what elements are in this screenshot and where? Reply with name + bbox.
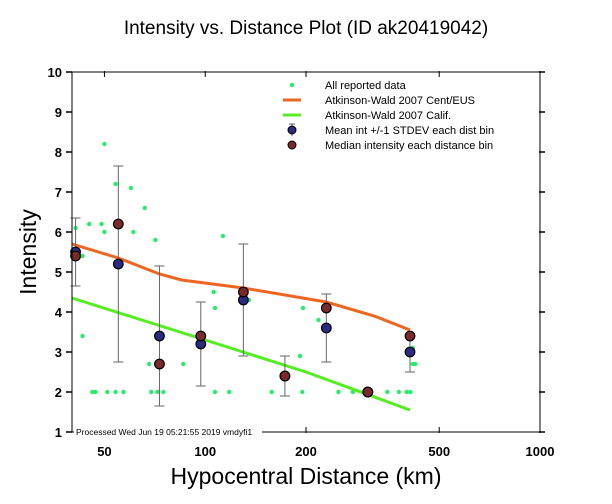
- y-tick-label: 10: [48, 65, 62, 80]
- y-axis-title: Intensity: [15, 209, 41, 295]
- reported-data-point: [128, 185, 134, 191]
- reported-data-point: [102, 229, 107, 235]
- median-marker: [362, 386, 374, 398]
- reported-data-point: [212, 389, 218, 395]
- reported-data-point: [413, 361, 418, 367]
- legend: All reported data Atkinson-Wald 2007 Cent…: [283, 80, 494, 152]
- legend-swatch-mean: [287, 125, 297, 135]
- annotation-bg: [74, 426, 262, 437]
- reported-data-point: [86, 221, 92, 227]
- mean-marker: [154, 330, 165, 342]
- reported-data-point: [105, 389, 110, 395]
- y-tick-label: 2: [55, 385, 62, 400]
- x-tick-label: 500: [428, 444, 450, 459]
- legend-swatch-reported: [289, 82, 295, 88]
- reported-data-point: [385, 389, 390, 395]
- reported-data-point: [227, 389, 232, 395]
- y-tick-label: 6: [55, 225, 62, 240]
- x-tick-label: 50: [97, 444, 111, 459]
- reported-data-point: [149, 389, 154, 395]
- legend-label: Mean int +/-1 STDEV each dist bin: [325, 125, 494, 137]
- reported-data-point: [161, 389, 166, 395]
- reported-data-point: [93, 389, 98, 395]
- median-marker: [279, 370, 291, 382]
- reported-data-point: [90, 389, 95, 395]
- x-tick-label: 100: [194, 444, 216, 459]
- y-tick-label: 7: [55, 185, 62, 200]
- reported-data-point: [155, 389, 160, 395]
- y-tick-label: 8: [55, 145, 62, 160]
- x-axis-title: Hypocentral Distance (km): [171, 463, 442, 489]
- reported-data-point: [121, 389, 126, 395]
- y-tick-label: 5: [55, 265, 62, 280]
- reported-data-point: [316, 317, 321, 323]
- legend-label: Atkinson-Wald 2007 Calif.: [325, 110, 451, 122]
- median-marker: [112, 218, 124, 230]
- y-tick-label: 3: [55, 345, 62, 360]
- reported-data-point: [408, 389, 413, 395]
- reported-data-point: [99, 221, 104, 227]
- median-marker: [70, 250, 81, 262]
- median-marker: [237, 286, 249, 298]
- chart-title: Intensity vs. Distance Plot (ID ak204190…: [123, 18, 489, 39]
- reported-data-point: [211, 289, 216, 295]
- reported-data-point: [300, 305, 306, 311]
- mean-marker: [404, 346, 416, 358]
- reported-data-point: [113, 389, 118, 395]
- x-tick-label: 1000: [526, 444, 555, 459]
- y-tick-label: 9: [55, 105, 62, 120]
- reported-data-point: [142, 205, 148, 211]
- x-tick-label: 200: [295, 444, 317, 459]
- legend-swatch-median: [287, 140, 297, 150]
- reported-data-point: [269, 389, 274, 395]
- reported-data-point: [336, 389, 341, 395]
- cent-eus-line: [71, 242, 411, 332]
- median-marker: [154, 358, 165, 370]
- reported-data-point: [404, 389, 409, 395]
- reported-data-point: [102, 141, 107, 147]
- calif-line: [71, 296, 411, 412]
- median-marker: [320, 302, 332, 314]
- reported-data-point: [300, 389, 305, 395]
- reported-data-point: [80, 253, 85, 259]
- legend-label: All reported data: [325, 80, 407, 92]
- y-tick-label: 1: [55, 425, 62, 440]
- median-marker: [404, 330, 416, 342]
- reported-data-point: [297, 353, 303, 359]
- reported-data-point: [181, 361, 186, 367]
- reported-data-point: [146, 361, 152, 367]
- reported-data-point: [153, 237, 158, 243]
- legend-label: Median intensity each distance bin: [325, 140, 493, 152]
- reported-data-point: [220, 233, 226, 239]
- mean-marker: [320, 322, 332, 334]
- legend-label: Atkinson-Wald 2007 Cent/EUS: [325, 95, 475, 107]
- reported-data-point: [80, 333, 85, 339]
- reported-data-point: [113, 181, 118, 187]
- reported-data-point: [212, 305, 218, 311]
- plot-area: [70, 141, 418, 412]
- processed-annotation: Processed Wed Jun 19 05:21:55 2019 vmdyf…: [76, 427, 252, 437]
- median-marker: [195, 330, 207, 342]
- reported-data-point: [131, 229, 136, 235]
- axes: 1 2 3 4 5 6 7 8 9 10 50 100 200 500 1000: [48, 65, 555, 459]
- reported-data-point: [396, 389, 402, 395]
- mean-marker: [112, 258, 124, 270]
- y-tick-label: 4: [55, 305, 63, 320]
